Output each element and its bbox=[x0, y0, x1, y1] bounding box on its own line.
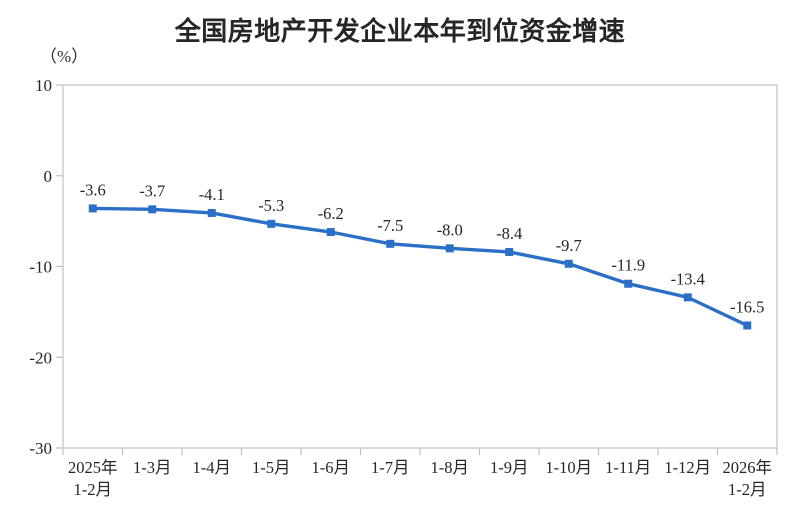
data-point-marker bbox=[505, 247, 514, 256]
x-axis-category-label: 1-6月 bbox=[312, 458, 351, 477]
y-axis-tick-label: -20 bbox=[29, 348, 52, 367]
data-point-marker bbox=[564, 259, 573, 268]
y-axis-tick-label: -10 bbox=[29, 258, 52, 277]
y-axis-tick-label: -30 bbox=[29, 439, 52, 458]
series-line bbox=[91, 206, 749, 328]
data-point-marker bbox=[207, 208, 216, 217]
x-axis-category-label: 1-3月 bbox=[133, 458, 172, 477]
data-point-label: -3.6 bbox=[80, 180, 106, 199]
plot-border bbox=[62, 84, 778, 449]
x-axis-category-label: 1-10月 bbox=[545, 458, 592, 477]
data-point-label: -4.1 bbox=[199, 185, 225, 204]
data-point-label: -16.5 bbox=[730, 297, 764, 316]
data-point-label: -8.0 bbox=[437, 220, 463, 239]
chart-title: 全国房地产开发企业本年到位资金增速 bbox=[174, 16, 626, 46]
data-point-marker bbox=[267, 219, 276, 228]
x-axis-category-label: 1-11月 bbox=[605, 458, 651, 477]
data-point-marker bbox=[88, 204, 97, 213]
y-axis-tick-label: 10 bbox=[35, 76, 52, 95]
data-point-marker bbox=[386, 239, 395, 248]
data-point-marker bbox=[148, 205, 157, 214]
data-point-marker bbox=[624, 279, 633, 288]
x-axis-category-label: 1-4月 bbox=[193, 458, 232, 477]
x-axis-category-label: 1-5月 bbox=[252, 458, 291, 477]
data-point-label: -11.9 bbox=[611, 256, 645, 275]
data-point-label: -6.2 bbox=[318, 204, 344, 223]
x-axis-category-label: 1-7月 bbox=[371, 458, 410, 477]
x-axis-category-label: 1-12月 bbox=[664, 458, 711, 477]
y-axis-unit-label: （%） bbox=[40, 47, 89, 66]
data-point-label: -5.3 bbox=[258, 196, 284, 215]
x-axis-category-label: 2026年 1-2月 bbox=[723, 458, 773, 499]
data-point-label: -8.4 bbox=[496, 224, 522, 243]
data-point-marker bbox=[743, 321, 752, 330]
data-point-label: -9.7 bbox=[556, 236, 582, 255]
data-point-label: -3.7 bbox=[139, 181, 165, 200]
x-axis-category-label: 1-8月 bbox=[431, 458, 470, 477]
y-axis-tick-label: 0 bbox=[44, 167, 53, 186]
data-point-marker bbox=[326, 228, 335, 237]
x-axis-category-label: 2025年 1-2月 bbox=[68, 458, 118, 499]
data-point-marker bbox=[683, 293, 692, 302]
data-point-marker bbox=[445, 244, 454, 253]
data-point-label: -13.4 bbox=[671, 269, 705, 288]
data-point-label: -7.5 bbox=[377, 216, 403, 235]
x-axis-category-label: 1-9月 bbox=[490, 458, 529, 477]
